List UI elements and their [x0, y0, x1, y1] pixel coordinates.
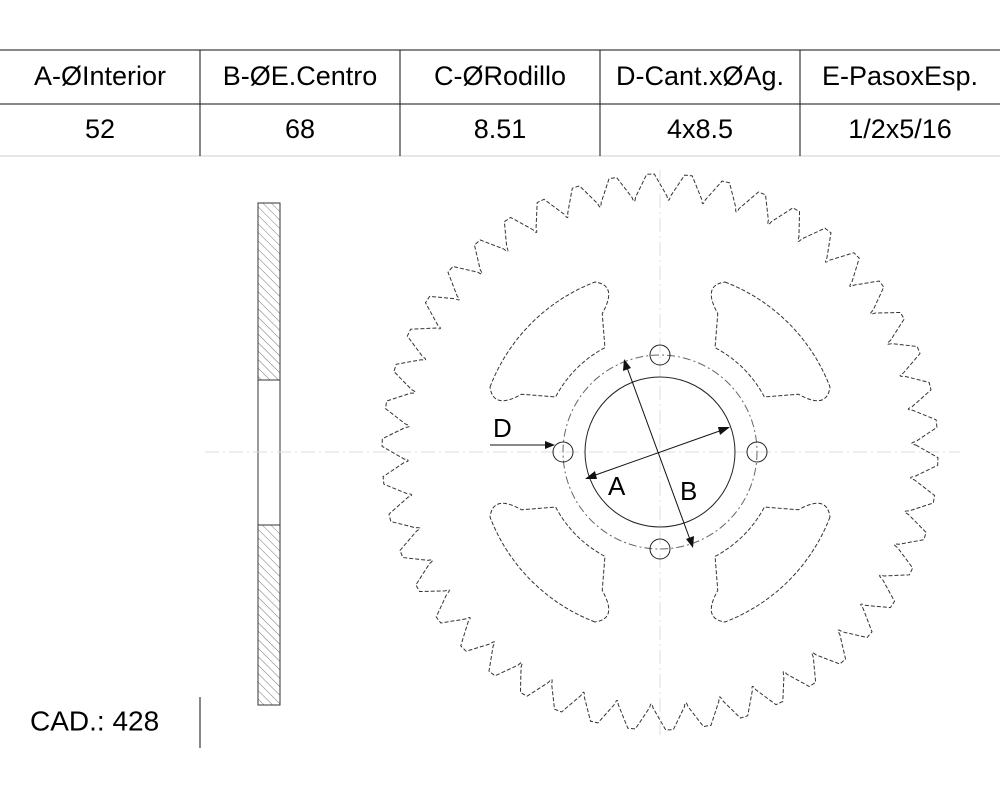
bolt-hole: [552, 441, 574, 463]
label-b: B: [680, 476, 697, 506]
label-a: A: [608, 471, 626, 501]
header-cell: B-ØE.Centro: [223, 61, 378, 91]
cad-code: CAD.: 428: [30, 705, 159, 736]
arrowhead: [585, 471, 597, 479]
lightening-window: [710, 281, 831, 402]
side-section: [257, 202, 281, 381]
arrowhead: [623, 359, 631, 371]
lightening-window: [489, 502, 610, 623]
arrowhead: [545, 441, 555, 449]
bolt-hole: [649, 344, 671, 366]
label-d: D: [493, 413, 512, 443]
header-cell: D-Cant.xØAg.: [616, 61, 784, 91]
arrowhead: [686, 536, 694, 548]
bolt-hole: [649, 538, 671, 560]
header-cell: E-PasoxEsp.: [822, 61, 978, 91]
bolt-circle: [562, 354, 758, 550]
lightening-window: [489, 281, 610, 402]
value-cell: 8.51: [474, 114, 527, 144]
side-view: [257, 202, 281, 706]
arrowhead: [718, 427, 730, 435]
teeth: [381, 173, 939, 731]
dimension-a: [586, 427, 729, 479]
bore: [584, 376, 736, 528]
header-cell: A-ØInterior: [34, 61, 166, 91]
header-cell: C-ØRodillo: [434, 61, 566, 91]
value-cell: 4x8.5: [667, 114, 733, 144]
bolt-hole: [746, 441, 768, 463]
sprocket: D A B: [205, 170, 960, 735]
value-cell: 1/2x5/16: [848, 114, 952, 144]
lightening-window: [710, 502, 831, 623]
value-cell: 68: [285, 114, 315, 144]
value-cell: 52: [85, 114, 115, 144]
side-section: [257, 524, 281, 706]
spec-table: A-ØInterior B-ØE.Centro C-ØRodillo D-Cant.x…: [0, 49, 1000, 157]
dimension-b: [624, 361, 693, 546]
